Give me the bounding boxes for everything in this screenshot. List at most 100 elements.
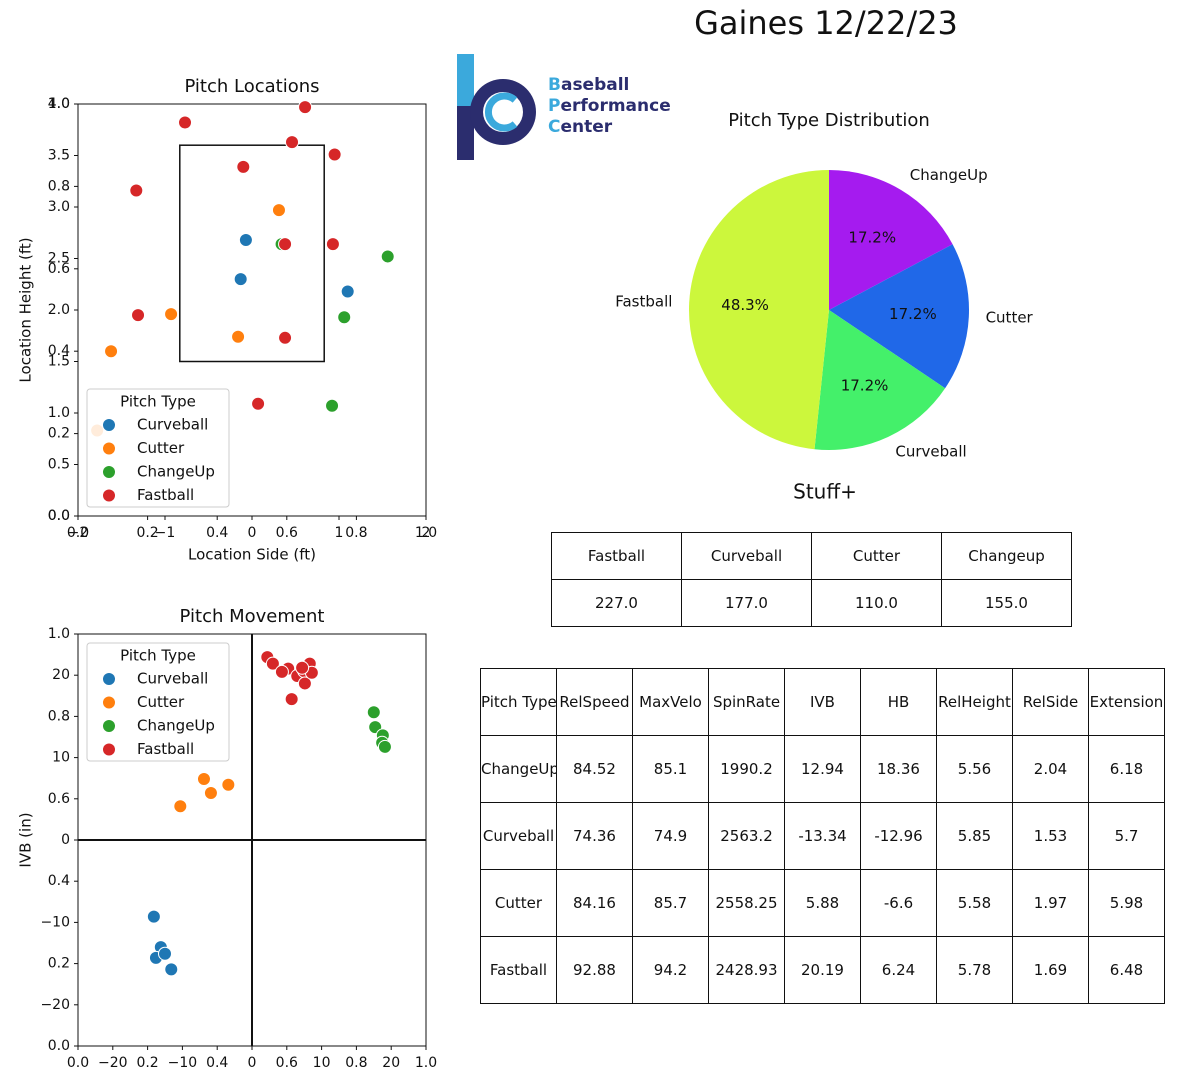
table-cell: 155.0 xyxy=(941,579,1072,627)
legend-marker xyxy=(103,696,115,709)
table-cell: 85.7 xyxy=(632,869,709,937)
legend-marker xyxy=(103,419,115,431)
x-tick-label: 0.6 xyxy=(276,525,298,541)
table-cell: 1.97 xyxy=(1012,869,1089,937)
data-point xyxy=(271,203,286,218)
y-tick-label: 0 xyxy=(61,832,70,848)
data-point xyxy=(377,739,392,754)
x-tick-label: 1.0 xyxy=(415,1055,437,1071)
y-tick-label: 0.8 xyxy=(48,178,70,194)
legend-box xyxy=(86,388,230,508)
data-point xyxy=(104,344,119,359)
data-point xyxy=(196,772,211,787)
data-point xyxy=(236,159,251,174)
data-point xyxy=(203,786,218,801)
data-point xyxy=(298,100,313,115)
table-cell: 2428.93 xyxy=(708,936,785,1004)
data-point xyxy=(265,656,280,671)
table-cell: 1990.2 xyxy=(708,735,785,803)
table-cell: 5.85 xyxy=(936,802,1013,870)
table-cell: 20.19 xyxy=(784,936,861,1004)
legend-label: Curveball xyxy=(137,416,208,434)
header-cell: RelSide xyxy=(1012,668,1089,736)
y-tick-label: 2.0 xyxy=(48,302,70,318)
data-point xyxy=(340,284,355,299)
data-point xyxy=(158,946,172,961)
table-cell: 94.2 xyxy=(632,936,709,1004)
y-tick-label: 20 xyxy=(52,667,70,683)
x-tick-label: 0.4 xyxy=(206,1055,228,1071)
pie-value-label: 48.3% xyxy=(721,296,769,314)
y-tick-label: 0.5 xyxy=(48,457,70,473)
y-tick-label: 0.4 xyxy=(48,343,70,359)
chart-title: Pitch Type Distribution xyxy=(728,110,930,131)
table-cell: 5.88 xyxy=(784,869,861,937)
header-cell: Extension xyxy=(1088,668,1165,736)
table-cell: 6.48 xyxy=(1088,936,1165,1004)
table-cell: 18.36 xyxy=(860,735,937,803)
x-tick-label: 1.0 xyxy=(415,525,437,541)
y-tick-label: 3.5 xyxy=(48,148,70,164)
data-point xyxy=(285,135,300,150)
header-cell: HB xyxy=(860,668,937,736)
x-tick-label: 0.4 xyxy=(206,525,228,541)
pie-label: Curveball xyxy=(895,443,966,461)
data-point xyxy=(297,676,312,691)
data-point xyxy=(284,692,299,707)
pie-label: Fastball xyxy=(615,292,672,310)
page-title: Gaines 12/22/23 xyxy=(694,4,958,42)
x-tick-label: 0.8 xyxy=(345,1055,367,1071)
y-tick-label: 2.5 xyxy=(48,251,70,267)
legend: Pitch Type Curveball Cutter ChangeUp Fastbal… xyxy=(86,388,230,508)
y-tick-label: 4.0 xyxy=(48,96,70,112)
y-tick-label: 0.4 xyxy=(48,873,70,889)
x-tick-label: 1 xyxy=(335,525,344,541)
y-tick-label: 0.0 xyxy=(48,1038,70,1054)
data-point xyxy=(325,237,340,252)
legend-label: Cutter xyxy=(137,439,185,457)
header-cell: Pitch Type xyxy=(480,668,557,736)
y-tick-label: 0.6 xyxy=(48,261,70,277)
x-tick-label: 20 xyxy=(382,1055,400,1071)
legend-title: Pitch Type xyxy=(120,393,196,411)
data-point xyxy=(274,664,289,679)
header-cell: Curveball xyxy=(681,532,812,580)
y-tick-label: 10 xyxy=(52,750,70,766)
header-cell: RelHeight xyxy=(936,668,1013,736)
x-tick-label: 0.6 xyxy=(276,1055,298,1071)
table-cell: 5.98 xyxy=(1088,869,1165,937)
y-tick-label: 1.0 xyxy=(48,405,70,421)
data-point xyxy=(325,398,340,413)
table-row: Fastball 92.88 94.2 2428.93 20.19 6.24 5.78 1.6… xyxy=(480,936,1165,1004)
header-cell: Fastball xyxy=(551,532,682,580)
pie-value-label: 17.2% xyxy=(841,377,889,395)
legend-label: ChangeUp xyxy=(137,717,215,735)
legend-box xyxy=(86,642,230,762)
data-point xyxy=(129,183,144,198)
data-point xyxy=(173,799,188,814)
table-cell: Fastball xyxy=(480,936,557,1004)
table-cell: 85.1 xyxy=(632,735,709,803)
legend-title: Pitch Type xyxy=(120,647,196,665)
data-table: Fastball Curveball Cutter Changeup 227.0 177.… xyxy=(551,532,1072,627)
x-tick-label: 0.8 xyxy=(345,525,367,541)
plot-frame xyxy=(77,103,427,517)
data-point xyxy=(146,909,161,924)
header-cell: RelSpeed xyxy=(556,668,633,736)
data-point xyxy=(251,396,266,411)
data-point xyxy=(380,249,395,264)
y-tick-label: 1.0 xyxy=(48,96,70,112)
x-tick-label: 0 xyxy=(248,1055,257,1071)
x-tick-label: 0.2 xyxy=(136,1055,158,1071)
table-cell: 2563.2 xyxy=(708,802,785,870)
y-tick-label: 0.0 xyxy=(48,508,70,524)
legend-label: ChangeUp xyxy=(137,463,215,481)
data-point xyxy=(231,329,246,344)
table-cell: 74.9 xyxy=(632,802,709,870)
pie-value-label: 17.2% xyxy=(848,228,896,246)
pie-value-label: 17.2% xyxy=(889,305,937,323)
pie-slice xyxy=(814,310,946,450)
pie-slice xyxy=(829,170,953,310)
